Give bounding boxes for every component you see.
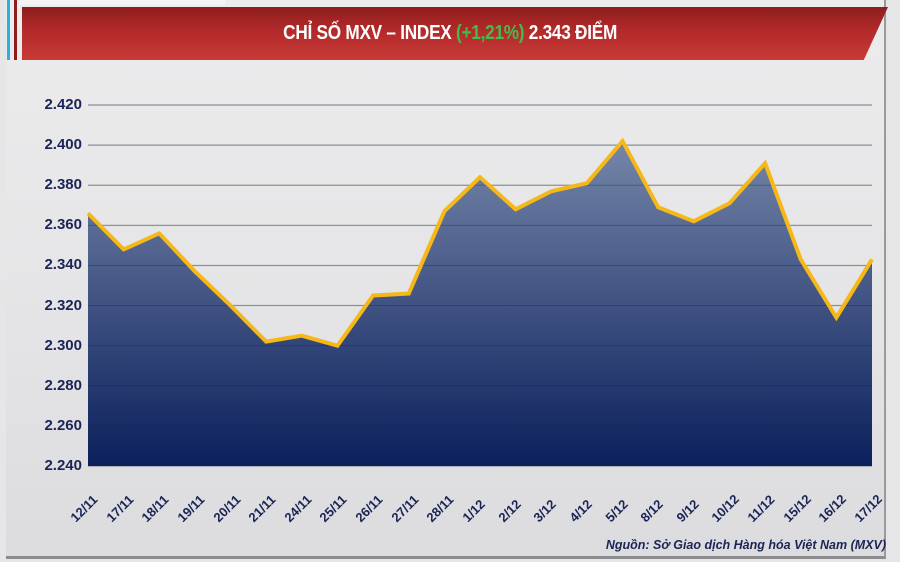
title-prefix: CHỈ SỐ MXV – INDEX [283, 22, 456, 44]
index-line [86, 137, 874, 348]
title-banner: CHỈ SỐ MXV – INDEX (+1,21%) 2.343 ĐIỂM [22, 7, 888, 60]
accent-bar-red [14, 0, 17, 60]
y-tick-label: 2.420 [44, 96, 82, 113]
change-percent: (+1,21%) [455, 22, 525, 44]
y-tick-label: 2.340 [44, 256, 82, 274]
y-tick-label: 2.400 [44, 136, 82, 154]
title-suffix: 2.343 ĐIỂM [524, 22, 618, 44]
y-tick-label: 2.320 [44, 296, 82, 314]
y-tick-label: 2.280 [44, 376, 82, 394]
accent-bar-cyan [7, 0, 10, 60]
chart-title: CHỈ SỐ MXV – INDEX (+1,21%) 2.343 ĐIỂM [283, 22, 617, 45]
y-tick-label: 2.260 [44, 416, 82, 434]
y-tick-label: 2.380 [44, 176, 82, 194]
y-tick-label: 2.240 [44, 457, 82, 474]
source-note: Nguồn: Sở Giao dịch Hàng hóa Việt Nam (M… [605, 538, 886, 552]
top-strip [20, 0, 225, 5]
y-tick-label: 2.300 [44, 336, 82, 354]
area-fill [88, 141, 872, 466]
y-tick-label: 2.360 [44, 216, 82, 234]
